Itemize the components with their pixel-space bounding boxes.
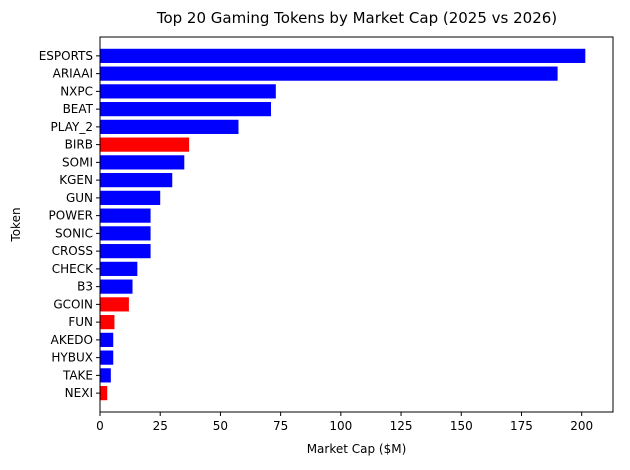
bar-sonic	[100, 226, 151, 241]
y-tick-label: PLAY_2	[51, 120, 93, 134]
y-tick-label: NXPC	[60, 84, 93, 98]
x-tick-label: 0	[96, 419, 104, 433]
bar-beat	[100, 102, 271, 117]
bar-cross	[100, 244, 151, 259]
plot-frame	[99, 36, 614, 413]
x-axis-label: Market Cap ($M)	[307, 442, 407, 456]
y-tick-label: ARIAAI	[53, 67, 93, 81]
y-tick-label: KGEN	[59, 173, 93, 187]
x-tick-label: 175	[510, 419, 533, 433]
y-tick-label: BIRB	[65, 138, 93, 152]
bar-check	[100, 261, 138, 276]
bars-group	[100, 48, 586, 401]
bar-nexi	[100, 386, 108, 401]
bar-take	[100, 368, 111, 383]
y-tick-label: FUN	[68, 315, 93, 329]
bar-nxpc	[100, 84, 276, 99]
chart-title: Top 20 Gaming Tokens by Market Cap (2025…	[156, 9, 557, 27]
y-tick-label: AKEDO	[51, 333, 93, 347]
x-tick-label: 100	[329, 419, 352, 433]
y-tick-label: NEXI	[65, 386, 93, 400]
x-tick-label: 200	[570, 419, 593, 433]
bar-birb	[100, 137, 190, 152]
x-axis-ticks: 0 25 50 75 100 125 150 175 200	[96, 412, 593, 433]
bar-ariaai	[100, 66, 558, 81]
y-tick-label: ESPORTS	[39, 49, 93, 63]
x-tick-label: 125	[390, 419, 413, 433]
x-tick-label: 25	[153, 419, 168, 433]
bar-power	[100, 208, 151, 223]
bar-gun	[100, 190, 161, 205]
y-tick-label: SOMI	[62, 155, 93, 169]
y-tick-label: GUN	[66, 191, 93, 205]
bar-fun	[100, 315, 115, 330]
y-tick-label: TAKE	[62, 368, 93, 382]
y-tick-label: CHECK	[52, 262, 94, 276]
y-tick-label: POWER	[49, 209, 93, 223]
x-tick-label: 150	[450, 419, 473, 433]
y-axis-label: Token	[9, 207, 23, 242]
bar-somi	[100, 155, 185, 170]
y-tick-label: BEAT	[63, 102, 94, 116]
y-tick-label: SONIC	[55, 226, 93, 240]
y-tick-label: B3	[77, 280, 93, 294]
bar-akedo	[100, 332, 114, 347]
y-tick-label: HYBUX	[51, 351, 93, 365]
bar-play-2	[100, 119, 239, 134]
x-tick-label: 50	[213, 419, 228, 433]
bar-gcoin	[100, 297, 129, 312]
bar-kgen	[100, 173, 173, 188]
y-tick-label: CROSS	[52, 244, 93, 258]
y-tick-label: GCOIN	[53, 297, 93, 311]
bar-b3	[100, 279, 133, 294]
y-axis-ticks: ESPORTS ARIAAI NXPC BEAT PLAY_2 BIRB SOMI KGEN G…	[39, 49, 100, 400]
bar-hybux	[100, 350, 114, 365]
x-tick-label: 75	[273, 419, 288, 433]
bar-esports	[100, 48, 586, 63]
